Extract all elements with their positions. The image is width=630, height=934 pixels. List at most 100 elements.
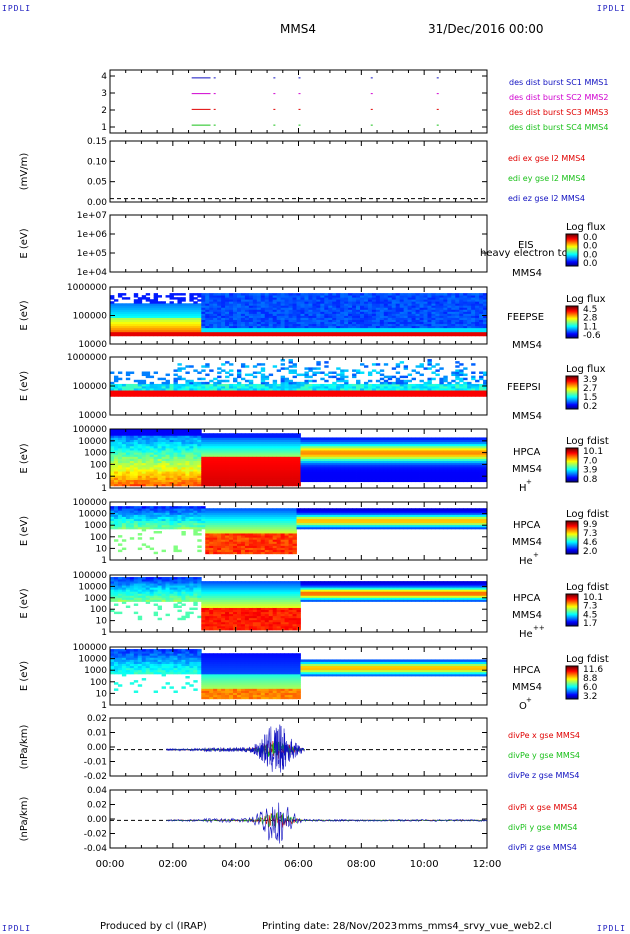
heatmap-cell [173, 479, 178, 483]
heatmap-cell [304, 373, 309, 377]
heatmap-cell [288, 435, 293, 438]
heatmap-cell [324, 379, 329, 383]
heatmap-cell [431, 313, 436, 316]
heatmap-cell [367, 452, 373, 455]
heatmap-cell [153, 456, 159, 459]
heatmap-cell [236, 386, 242, 389]
heatmap-cell [225, 394, 230, 397]
heatmap-cell [153, 390, 159, 393]
heatmap-cell [371, 329, 377, 333]
heatmap-cell [256, 331, 262, 335]
heatmap-cell [383, 452, 389, 455]
heatmap-cell [264, 456, 270, 459]
heatmap-cell [344, 473, 349, 476]
heatmap-cell [356, 390, 361, 393]
heatmap-cell [411, 323, 416, 327]
heatmap-cell [181, 433, 186, 436]
heatmap-cell [177, 367, 182, 370]
heatmap-cell [177, 475, 182, 478]
heatmap-cell [193, 325, 198, 329]
heatmap-cell [244, 437, 250, 440]
heatmap-cell [248, 327, 254, 331]
heatmap-cell [260, 433, 266, 436]
heatmap-cell [233, 333, 238, 337]
heatmap-cell [379, 456, 385, 459]
heatmap-cell [399, 394, 405, 397]
heatmap-cell [252, 301, 258, 304]
heatmap-cell [383, 479, 389, 483]
heatmap-cell [165, 454, 170, 457]
heatmap-cell [117, 386, 123, 389]
heatmap-cell [324, 383, 329, 387]
heatmap-cell [304, 441, 309, 445]
heatmap-cell [121, 297, 127, 300]
heatmap-cell [304, 450, 309, 453]
heatmap-cell [328, 443, 333, 447]
heatmap-cell [161, 313, 166, 316]
heatmap-cell [383, 477, 389, 480]
heatmap-cell [157, 433, 162, 436]
heatmap-cell [189, 466, 194, 470]
heatmap-cell [129, 307, 135, 310]
heatmap-cell [391, 301, 397, 304]
heatmap-cell [225, 450, 230, 453]
heatmap-cell [415, 315, 420, 318]
colorbar-cell [566, 322, 578, 324]
heatmap-cell [197, 471, 202, 474]
heatmap-cell [336, 392, 341, 395]
heatmap-cell [110, 329, 115, 333]
heatmap-cell [395, 381, 401, 385]
heatmap-cell [113, 439, 119, 443]
heatmap-cell [165, 458, 170, 462]
heatmap-cell [181, 305, 186, 308]
colorbar-cell [566, 377, 578, 379]
heatmap-cell [443, 315, 448, 318]
heatmap-cell [395, 386, 401, 389]
heatmap-cell [352, 464, 357, 468]
heatmap-cell [260, 377, 266, 381]
heatmap-cell [316, 445, 321, 449]
heatmap-cell [153, 394, 159, 397]
heatmap-cell [149, 431, 155, 434]
heatmap-cell [145, 305, 151, 308]
heatmap-cell [292, 321, 297, 325]
heatmap-cell [272, 435, 278, 438]
heatmap-cell [379, 473, 385, 476]
heatmap-cell [177, 441, 182, 445]
heatmap-cell [209, 456, 214, 459]
heatmap-cell [300, 321, 305, 325]
heatmap-cell [244, 388, 250, 391]
heatmap-cell [149, 381, 155, 385]
heatmap-cell [284, 319, 289, 323]
heatmap-cell [209, 319, 214, 323]
heatmap-cell [125, 437, 131, 440]
heatmap-cell [221, 331, 226, 335]
heatmap-cell [117, 458, 123, 462]
heatmap-cell [391, 315, 397, 318]
heatmap-cell [129, 439, 135, 443]
heatmap-cell [363, 365, 369, 368]
heatmap-cell [165, 445, 170, 449]
heatmap-cell [129, 313, 135, 316]
heatmap-cell [153, 319, 159, 323]
heatmap-cell [363, 441, 369, 445]
heatmap-cell [161, 445, 166, 449]
heatmap-cell [272, 383, 278, 387]
heatmap-cell [117, 309, 123, 312]
heatmap-cell [173, 464, 178, 468]
heatmap-cell [312, 373, 317, 377]
heatmap-cell [165, 390, 170, 393]
heatmap-cell [153, 471, 159, 474]
heatmap-cell [336, 311, 341, 314]
heatmap-cell [272, 301, 278, 304]
heatmap-cell [475, 390, 480, 393]
heatmap-cell [236, 477, 242, 480]
heatmap-cell [328, 452, 333, 455]
heatmap-cell [447, 329, 452, 333]
heatmap-cell [383, 439, 389, 443]
heatmap-cell [141, 381, 147, 385]
heatmap-cell [391, 386, 397, 389]
heatmap-cell [145, 333, 151, 337]
heatmap-cell [387, 305, 393, 308]
heatmap-cell [352, 479, 357, 483]
